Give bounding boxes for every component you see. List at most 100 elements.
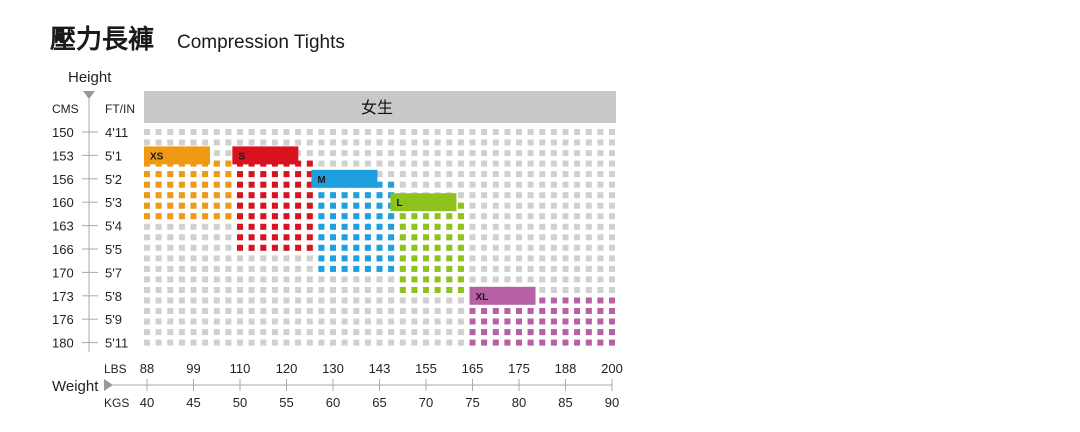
grid-dot — [516, 171, 522, 178]
grid-dot — [225, 255, 232, 262]
grid-dot — [469, 181, 476, 188]
size-dot — [202, 181, 209, 188]
size-dot — [155, 213, 162, 220]
grid-dot — [481, 150, 488, 157]
size-dot — [260, 171, 267, 178]
grid-dot — [516, 202, 522, 209]
grid-dot — [376, 160, 383, 167]
grid-dot — [574, 276, 581, 283]
size-dot — [376, 181, 383, 188]
grid-dot — [562, 255, 569, 262]
grid-dot — [504, 223, 511, 230]
size-dot — [539, 297, 546, 304]
grid-dot — [318, 287, 325, 293]
size-dot — [446, 213, 453, 220]
grid-dot — [550, 276, 557, 283]
grid-dot — [481, 213, 488, 220]
grid-dot — [202, 223, 209, 230]
size-dot — [597, 318, 604, 325]
grid-dot — [457, 329, 464, 336]
size-dot — [446, 244, 453, 251]
grid-dot — [213, 129, 220, 135]
grid-dot — [271, 265, 278, 272]
ftin-tick-label: 5'1 — [105, 148, 122, 163]
grid-dot — [237, 276, 243, 283]
grid-dot — [527, 244, 534, 251]
size-dot — [318, 192, 325, 199]
size-dot — [388, 181, 395, 188]
size-dot — [446, 234, 453, 241]
size-dot — [492, 308, 499, 314]
grid-dot — [504, 181, 511, 188]
grid-dot — [434, 297, 441, 304]
size-dot — [306, 202, 313, 209]
grid-dot — [516, 244, 522, 251]
grid-dot — [539, 129, 546, 135]
header-band — [144, 91, 616, 123]
grid-dot — [597, 287, 604, 293]
grid-dot — [178, 318, 185, 325]
grid-dot — [341, 287, 348, 293]
grid-dot — [178, 129, 185, 135]
grid-dot — [446, 329, 453, 336]
grid-dot — [399, 308, 406, 314]
size-dot — [434, 255, 441, 262]
grid-dot — [144, 329, 150, 336]
size-dot — [283, 223, 290, 230]
grid-dot — [492, 202, 499, 209]
kgs-tick-label: 70 — [419, 395, 433, 410]
grid-dot — [376, 139, 383, 146]
grid-dot — [388, 139, 395, 146]
grid-dot — [248, 276, 255, 283]
grid-dot — [562, 265, 569, 272]
grid-dot — [585, 234, 592, 241]
size-dot — [527, 318, 534, 325]
size-dot — [550, 297, 557, 304]
grid-dot — [597, 223, 604, 230]
grid-dot — [283, 255, 290, 262]
grid-dot — [271, 276, 278, 283]
size-dot — [237, 234, 243, 241]
grid-dot — [283, 308, 290, 314]
size-dot — [237, 192, 243, 199]
grid-dot — [353, 287, 360, 293]
grid-dot — [283, 329, 290, 336]
grid-dot — [283, 297, 290, 304]
size-tab-xs — [144, 146, 210, 165]
grid-dot — [271, 318, 278, 325]
size-dot — [341, 213, 348, 220]
grid-dot — [597, 160, 604, 167]
cm-tick-label: 170 — [52, 265, 74, 280]
grid-dot — [574, 265, 581, 272]
grid-dot — [516, 192, 522, 199]
size-dot — [295, 213, 302, 220]
size-dot — [213, 181, 220, 188]
grid-dot — [585, 139, 592, 146]
size-dot — [178, 171, 185, 178]
grid-dot — [539, 202, 546, 209]
size-dot — [516, 329, 522, 336]
size-dot — [190, 181, 197, 188]
grid-dot — [364, 297, 371, 304]
size-dot — [271, 213, 278, 220]
grid-dot — [585, 265, 592, 272]
grid-dot — [481, 171, 488, 178]
grid-dot — [271, 287, 278, 293]
size-dot — [295, 171, 302, 178]
grid-dot — [527, 139, 534, 146]
grid-dot — [597, 255, 604, 262]
grid-dot — [609, 181, 615, 188]
size-dot — [411, 213, 418, 220]
grid-dot — [481, 276, 488, 283]
grid-dot — [202, 287, 209, 293]
grid-dot — [574, 244, 581, 251]
grid-dot — [213, 287, 220, 293]
grid-dot — [271, 339, 278, 346]
size-tab-xl — [469, 286, 536, 305]
grid-dot — [353, 308, 360, 314]
grid-dot — [585, 171, 592, 178]
grid-dot — [423, 150, 429, 157]
grid-dot — [609, 223, 615, 230]
grid-dot — [178, 255, 185, 262]
size-dot — [457, 234, 464, 241]
